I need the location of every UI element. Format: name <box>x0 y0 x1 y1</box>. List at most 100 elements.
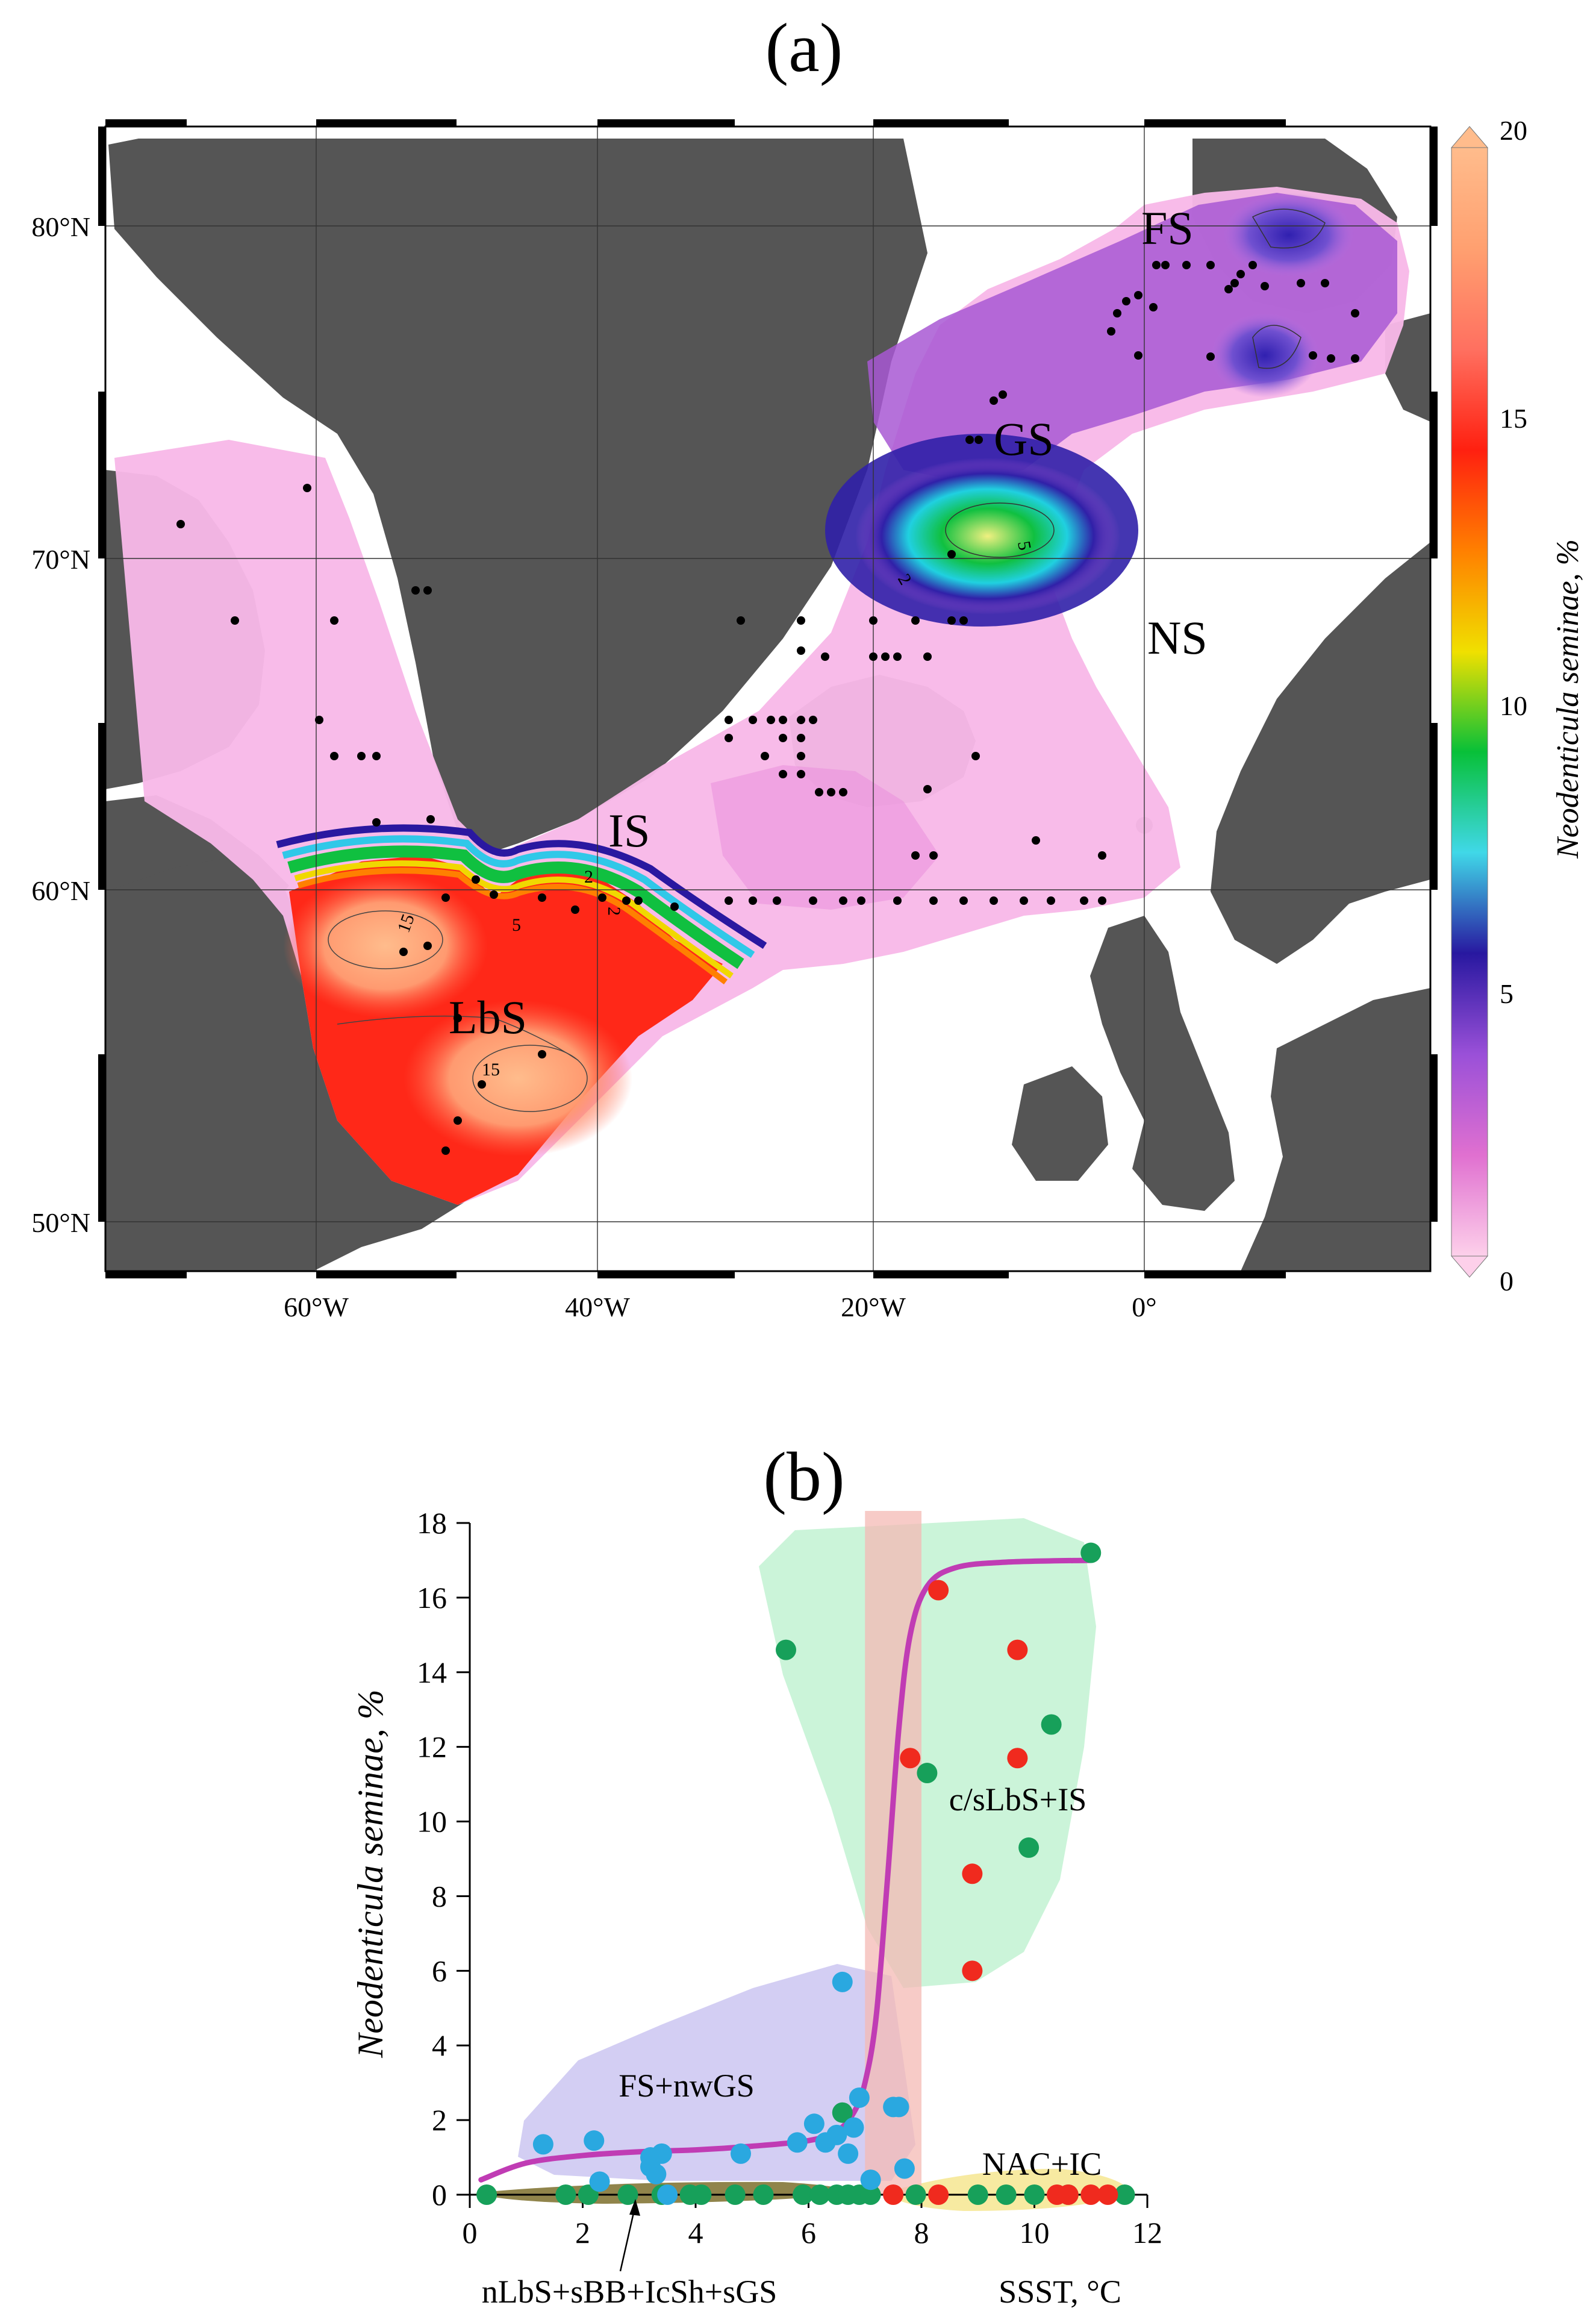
sample-station <box>454 1014 462 1022</box>
data-point <box>860 2184 881 2205</box>
x-tick-label: 0 <box>463 2216 478 2250</box>
data-point <box>928 1580 949 1601</box>
group-hull-green <box>759 1518 1096 1988</box>
sample-station <box>1152 261 1161 269</box>
land-labrador <box>105 855 470 1271</box>
data-point <box>1024 2184 1045 2205</box>
land-greenland <box>108 139 927 855</box>
lon-tick-label: 0° <box>1132 1292 1156 1322</box>
frame-tick <box>873 119 1009 127</box>
group-label-nac-ic: NAC+IC <box>982 2146 1102 2182</box>
data-point <box>589 2171 610 2192</box>
contour-label: 2 <box>604 907 624 916</box>
frame-tick <box>597 1271 735 1278</box>
sample-station <box>749 716 757 724</box>
x-tick-label: 10 <box>1020 2216 1050 2250</box>
colorbar-tick-label: 0 <box>1500 1266 1513 1296</box>
sample-station <box>881 652 890 661</box>
frame-tick <box>98 392 105 558</box>
data-point <box>657 2184 678 2205</box>
axes: 0 2 4 6 8 10 12 0 2 4 6 8 10 12 14 16 18 <box>417 1506 1162 2250</box>
colorbar-bottom-cap <box>1450 1255 1489 1278</box>
sample-station <box>911 616 920 625</box>
sample-station <box>423 586 432 595</box>
data-point <box>787 2132 808 2153</box>
sample-station <box>1309 351 1317 360</box>
sample-station <box>1149 303 1158 311</box>
land-ireland <box>1012 1066 1108 1181</box>
data-point <box>793 2184 814 2205</box>
field-fs-cold-1 <box>1223 193 1355 277</box>
x-tick-label: 12 <box>1132 2216 1162 2250</box>
sample-station <box>634 896 643 905</box>
sample-station <box>767 716 775 724</box>
sample-station <box>454 1116 462 1125</box>
frame-tick <box>316 1271 457 1278</box>
front-orange <box>297 868 728 985</box>
sample-station <box>857 896 865 905</box>
sample-station <box>1122 297 1130 305</box>
data-point <box>843 2117 864 2138</box>
map-frame <box>98 119 1438 1278</box>
data-point <box>905 2184 926 2205</box>
group-label-lbs-is: c/sLbS+IS <box>949 1781 1086 1818</box>
sample-station <box>999 390 1007 399</box>
map: 5 2 2 5 2 15 15 FS GS NS IS LbS <box>105 127 1430 1271</box>
data-point <box>928 2184 949 2205</box>
sample-station <box>1020 896 1028 905</box>
frame-tick <box>597 119 735 127</box>
lat-tick-label: 50°N <box>31 1207 90 1238</box>
data-point <box>803 2113 824 2134</box>
sample-station <box>1321 279 1329 287</box>
sample-station <box>947 616 956 625</box>
region-label-gs: GS <box>994 413 1054 465</box>
sample-station <box>797 616 805 625</box>
frame-tick <box>1430 392 1438 558</box>
sample-station <box>1206 352 1215 361</box>
group-label-arrowhead <box>629 2199 640 2216</box>
sample-station <box>1161 261 1170 269</box>
data-point <box>883 2184 904 2205</box>
sample-station <box>725 716 733 724</box>
data-point <box>476 2184 497 2205</box>
lon-tick-label: 60°W <box>284 1292 349 1322</box>
data-point <box>1041 1714 1062 1735</box>
frame-tick <box>105 1271 187 1278</box>
data-point <box>617 2184 638 2205</box>
data-point <box>860 2169 881 2190</box>
data-point <box>832 2102 853 2123</box>
lat-tick-label: 70°N <box>31 544 90 575</box>
data-point <box>962 1863 983 1884</box>
field-lbs-warm-2 <box>404 1000 632 1157</box>
abundance-field <box>114 187 1409 1205</box>
contour-label: 2 <box>584 867 593 887</box>
sample-station <box>1098 896 1106 905</box>
lat-tick-label: 80°N <box>31 211 90 242</box>
colorbar-tick-labels: 20 15 10 5 0 <box>1500 115 1527 1296</box>
sample-station <box>779 770 787 778</box>
x-tick-label: 4 <box>688 2216 703 2250</box>
frame-tick <box>873 1271 1009 1278</box>
sample-station <box>1098 851 1106 860</box>
field-gs-hot <box>855 458 1120 614</box>
sample-station <box>725 734 733 742</box>
sample-station <box>761 752 769 760</box>
contour-fs-2 <box>1252 208 1326 249</box>
sample-station <box>441 1146 450 1155</box>
sample-station <box>929 851 938 860</box>
data-point <box>776 1639 796 1660</box>
panel-a-label: (a) <box>765 10 843 87</box>
sample-station <box>797 752 805 760</box>
sample-station <box>490 890 498 899</box>
region-label-fs: FS <box>1141 202 1194 254</box>
y-tick-label: 16 <box>417 1581 447 1615</box>
sample-station <box>959 616 968 625</box>
region-label-is: IS <box>608 804 650 857</box>
data-point <box>532 2134 553 2155</box>
data-point <box>1080 2184 1102 2205</box>
y-tick-label: 12 <box>417 1730 447 1764</box>
colorbar-tick-label: 15 <box>1500 403 1527 434</box>
contour-lbs-10 <box>337 1015 579 1061</box>
sample-station <box>809 896 817 905</box>
